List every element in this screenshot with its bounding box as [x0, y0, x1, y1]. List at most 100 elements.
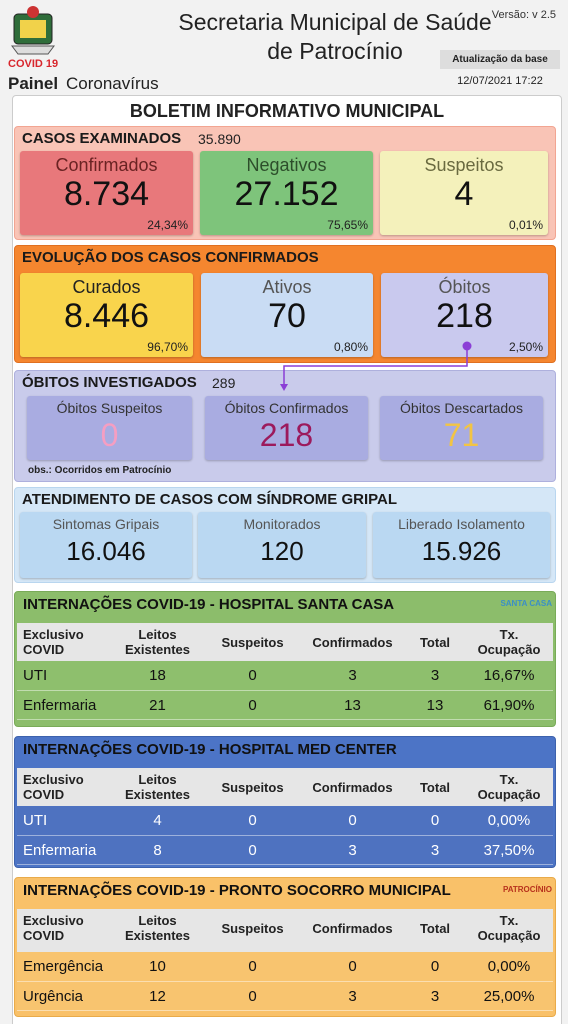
- stat-card: Negativos 27.152 75,65%: [200, 151, 373, 235]
- column-header-line: Exclusivo: [23, 627, 84, 642]
- card-label: Negativos: [246, 155, 327, 175]
- card-pct: 0,01%: [508, 218, 543, 232]
- section-total: 35.890: [198, 131, 241, 147]
- column-header-line: COVID: [23, 787, 65, 802]
- column-header-line: Confirmados: [312, 921, 393, 936]
- table-cell: 21: [149, 696, 166, 714]
- column-header: Suspeitos: [205, 921, 300, 936]
- column-header-line: Confirmados: [312, 635, 393, 650]
- card-value: 8.446: [63, 297, 150, 335]
- column-header: Leitos Existentes: [110, 772, 205, 802]
- column-header: Tx. Ocupação: [465, 913, 553, 943]
- card-pct: 96,70%: [147, 340, 188, 354]
- hospital-title: INTERNAÇÕES COVID-19 - HOSPITAL MED CENT…: [23, 741, 397, 758]
- table-cell: 10: [149, 958, 166, 975]
- table-row: [17, 835, 553, 865]
- update-date: 12/07/2021 17:22: [457, 75, 543, 87]
- table-cell: 0,00%: [487, 812, 531, 829]
- column-header-line: Exclusivo: [23, 913, 84, 928]
- column-header-line: Suspeitos: [221, 635, 284, 650]
- card-value: 27.152: [234, 175, 339, 213]
- stat-card: Confirmados 8.734 24,34%: [20, 151, 193, 235]
- card-label: Ativos: [262, 277, 312, 297]
- column-header-line: Leitos: [138, 772, 177, 787]
- table-header: [17, 768, 553, 806]
- section-title: CASOS EXAMINADOS: [22, 130, 182, 147]
- column-header: Total: [405, 780, 465, 795]
- stat-card: Ativos 70 0,80%: [201, 273, 373, 357]
- column-header-line: COVID: [23, 642, 65, 657]
- table-cell: 0: [248, 812, 257, 829]
- version: Versão: v 2.5: [491, 9, 556, 21]
- card-pct: 2,50%: [508, 340, 543, 354]
- stat-card: Óbitos Confirmados 218: [205, 396, 368, 460]
- column-header-line: Total: [419, 921, 451, 936]
- card-value: 8.734: [63, 175, 150, 213]
- stat-card: Curados 8.446 96,70%: [20, 273, 193, 357]
- column-header-line: Leitos: [138, 913, 177, 928]
- card-pct: 75,65%: [327, 218, 368, 232]
- card-value: 0: [100, 417, 119, 453]
- table-cell: 8: [153, 841, 162, 859]
- column-header: Tx. Ocupação: [465, 772, 553, 802]
- table-cell: 0,00%: [487, 958, 531, 975]
- table-cell: 0: [248, 987, 257, 1005]
- column-header: Confirmados: [300, 921, 405, 936]
- column-header: Suspeitos: [205, 635, 300, 650]
- table-header: [17, 909, 553, 952]
- note: obs.: Ocorridos em Patrocínio: [28, 465, 172, 476]
- table-cell: 12: [149, 987, 166, 1005]
- column-header-line: Existentes: [124, 787, 191, 802]
- card-label: Óbitos Suspeitos: [56, 400, 163, 416]
- table-row: [17, 661, 553, 691]
- hospital-logo: SANTA CASA: [500, 599, 552, 608]
- card-value: 16.046: [66, 536, 146, 566]
- card-label: Suspeitos: [424, 155, 504, 175]
- table-cell: 61,90%: [483, 696, 535, 714]
- column-header: Confirmados: [300, 780, 405, 795]
- table-cell: 3: [348, 987, 357, 1005]
- card-value: 218: [436, 297, 493, 335]
- column-header-line: Leitos: [138, 627, 177, 642]
- bulletin-title: BOLETIM INFORMATIVO MUNICIPAL: [129, 101, 445, 121]
- stat-card: Óbitos Descartados 71: [380, 396, 543, 460]
- table-cell: 16,67%: [483, 667, 535, 684]
- stat-card: Óbitos Suspeitos 0: [27, 396, 192, 460]
- section-title: EVOLUÇÃO DOS CASOS CONFIRMADOS: [22, 249, 319, 266]
- app-title: Secretaria Municipal de Saúde: [178, 9, 492, 35]
- column-header-line: Suspeitos: [221, 780, 284, 795]
- column-header-line: Ocupação: [477, 642, 541, 657]
- column-header: Total: [405, 921, 465, 936]
- column-header: Exclusivo COVID: [23, 627, 116, 657]
- column-header-line: Confirmados: [312, 780, 393, 795]
- column-header-line: Tx.: [499, 913, 519, 928]
- table-cell: 3: [430, 667, 440, 684]
- stat-card: Suspeitos 4 0,01%: [380, 151, 548, 235]
- table-cell: Enfermaria: [23, 841, 97, 859]
- update-label: Atualização da base: [440, 50, 560, 69]
- column-header-line: Ocupação: [477, 787, 541, 802]
- table-header: [17, 623, 553, 661]
- card-value: 71: [443, 417, 480, 453]
- covid-label: COVID 19: [8, 58, 59, 70]
- card-value: 218: [259, 417, 314, 453]
- table-cell: 3: [348, 841, 357, 859]
- column-header-line: Ocupação: [477, 928, 541, 943]
- column-header: Confirmados: [300, 635, 405, 650]
- column-header-line: Exclusivo: [23, 772, 84, 787]
- stat-card: Óbitos 218 2,50%: [381, 273, 548, 357]
- column-header: Leitos Existentes: [110, 627, 205, 657]
- table-cell: 0: [348, 812, 357, 829]
- hospital-title: INTERNAÇÕES COVID-19 - HOSPITAL SANTA CA…: [23, 596, 395, 613]
- column-header-line: Suspeitos: [221, 921, 284, 936]
- card-pct: 24,34%: [147, 218, 188, 232]
- card-label: Óbitos Descartados: [400, 400, 523, 416]
- table-cell: 0: [348, 958, 357, 975]
- table-cell: 0: [248, 958, 257, 975]
- city-logo: [11, 6, 55, 55]
- table-cell: 0: [430, 958, 440, 975]
- hospital-title: INTERNAÇÕES COVID-19 - PRONTO SOCORRO MU…: [23, 882, 451, 899]
- table-cell: 0: [248, 841, 257, 859]
- column-header: Leitos Existentes: [110, 913, 205, 943]
